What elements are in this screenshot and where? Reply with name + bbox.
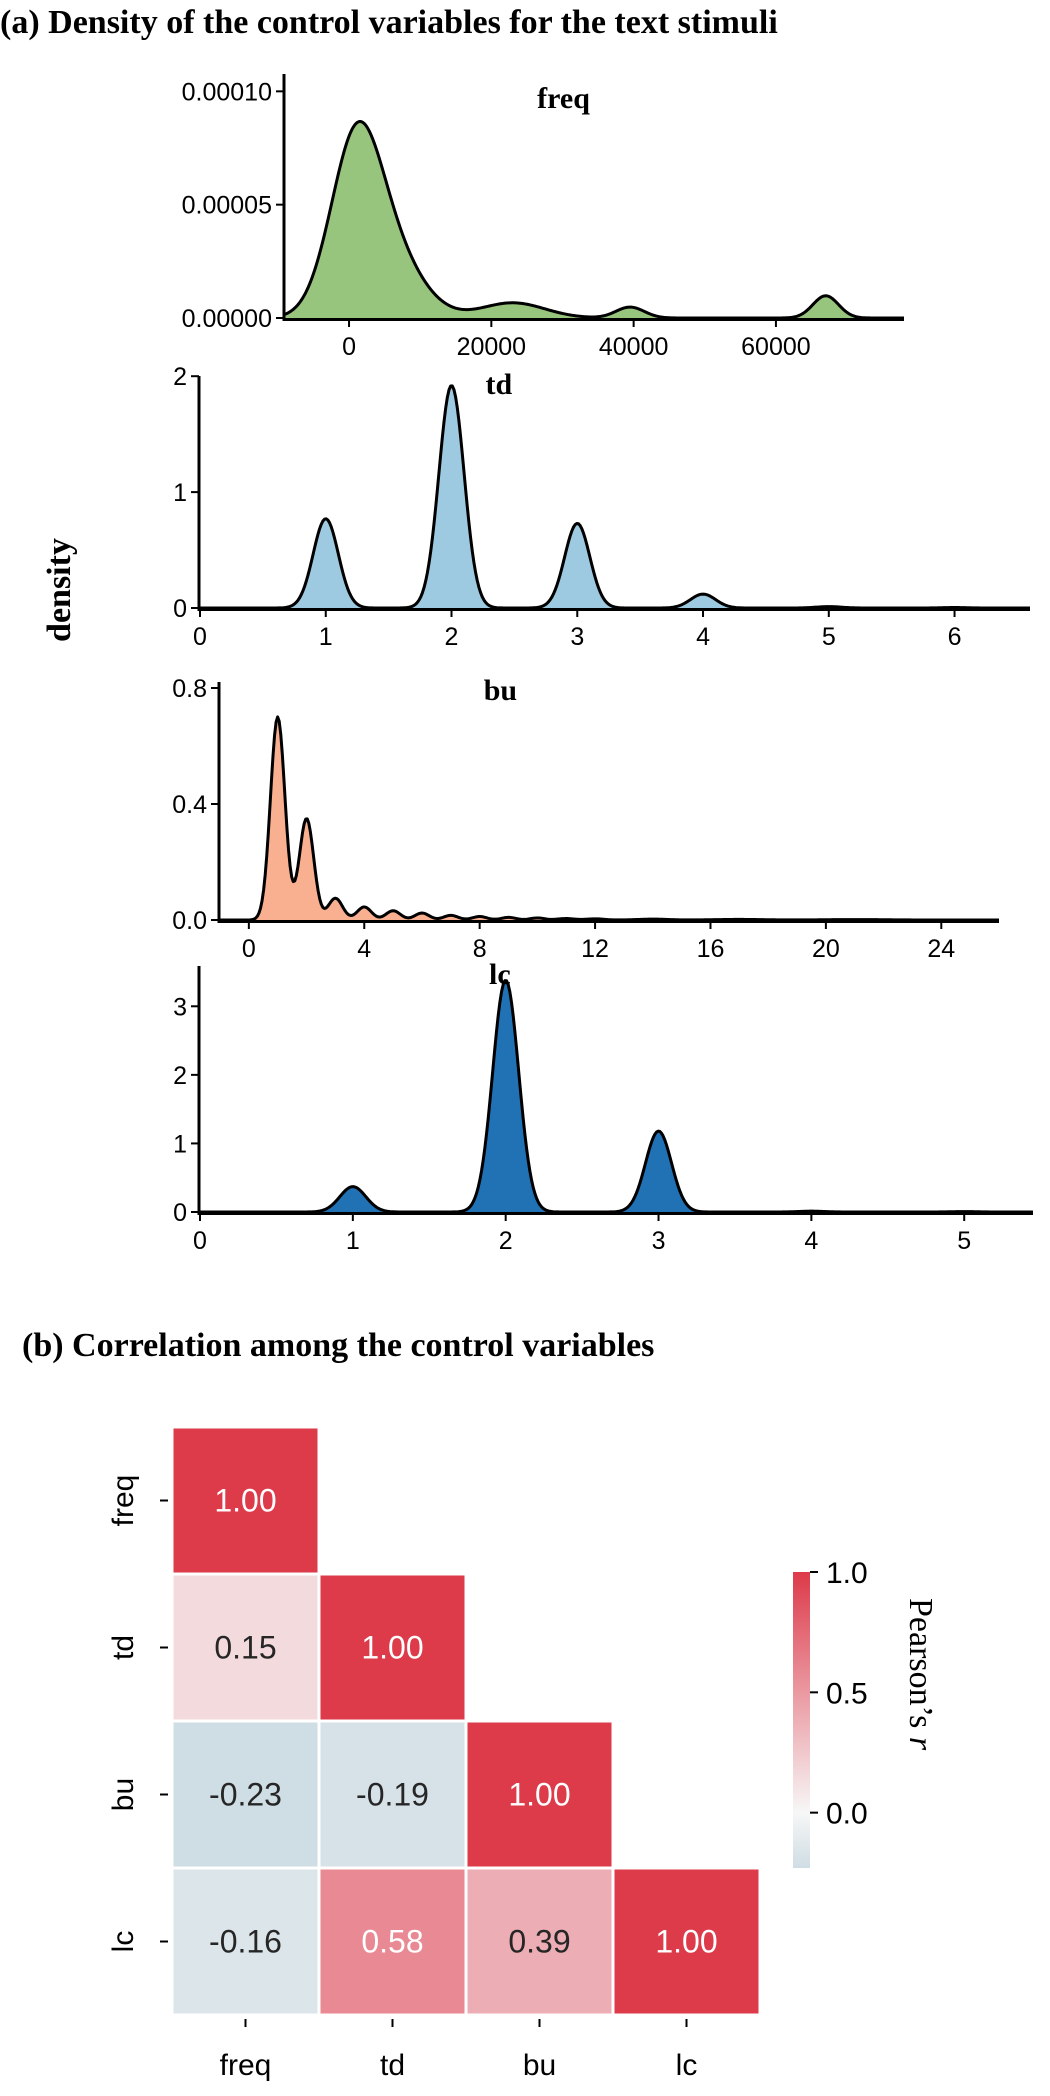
y-tick-label: 2 bbox=[173, 1062, 187, 1090]
x-tick-label: 6 bbox=[948, 623, 962, 651]
x-tick-label: 1 bbox=[346, 1227, 360, 1255]
x-tick-label: 2 bbox=[445, 623, 459, 651]
heatmap-y-tick-label: freq bbox=[107, 1475, 140, 1527]
x-tick-label: 16 bbox=[697, 935, 725, 963]
x-tick-label: 24 bbox=[927, 935, 955, 963]
y-tick-label: 0.00000 bbox=[182, 305, 272, 333]
correlation-heatmap: 1.00 0.15 1.00 -0.23 -0.19 1.00 -0.16 0.58 0.39 1… bbox=[107, 1425, 762, 2082]
x-tick-label: 60000 bbox=[741, 333, 811, 361]
x-tick-label: 8 bbox=[473, 935, 487, 963]
density-area-freq bbox=[285, 121, 904, 318]
x-tick-label: 0 bbox=[342, 333, 356, 361]
x-tick-label: 40000 bbox=[599, 333, 669, 361]
density-curve-bu bbox=[220, 715, 999, 922]
x-tick-label: 0 bbox=[242, 935, 256, 963]
colorbar-ticks: 1.0 0.5 0.0 bbox=[810, 1557, 868, 1831]
y-tick-label: 0.00010 bbox=[182, 78, 272, 106]
y-tick-label: 0.8 bbox=[172, 675, 207, 703]
density-panel-lc: 0 1 2 3 4 5 0 1 2 3 lc bbox=[173, 958, 1033, 1255]
x-tick-label: 3 bbox=[570, 623, 584, 651]
panel-title-td: td bbox=[485, 368, 512, 401]
heatmap-x-tick-label: freq bbox=[220, 2049, 272, 2082]
density-panel-freq: 0 20000 40000 60000 0.00000 0.00005 0.00010 fre… bbox=[182, 74, 905, 361]
heatmap-x-tick-label: lc bbox=[676, 2049, 698, 2082]
heatmap-cell-lc-lc bbox=[611, 1866, 762, 2017]
y-tick-label: 1 bbox=[173, 479, 187, 507]
x-tick-label: 20000 bbox=[457, 333, 527, 361]
colorbar-label-symbol: r bbox=[902, 1737, 939, 1751]
density-area-td bbox=[200, 385, 1030, 608]
x-tick-label: 2 bbox=[499, 1227, 513, 1255]
y-tick-label: 0 bbox=[173, 595, 187, 623]
colorbar-label-text: Pearson’s bbox=[902, 1598, 939, 1737]
x-tick-label: 4 bbox=[804, 1227, 818, 1255]
heatmap-cell-label: -0.23 bbox=[209, 1777, 282, 1813]
colorbar-tick-label: 0.5 bbox=[826, 1677, 868, 1710]
x-tick-label: 3 bbox=[652, 1227, 666, 1255]
x-tick-label: 4 bbox=[357, 935, 371, 963]
density-area-lc bbox=[200, 980, 1033, 1212]
heatmap-x-tick-label: bu bbox=[523, 2049, 556, 2082]
density-area-bu bbox=[220, 716, 999, 920]
heatmap-cell-lc-bu bbox=[464, 1866, 615, 2017]
panel-title-lc: lc bbox=[489, 958, 511, 991]
heatmap-cell-label: 1.00 bbox=[214, 1483, 276, 1519]
heatmap-cell-label: 1.00 bbox=[655, 1924, 717, 1960]
colorbar-gradient bbox=[793, 1572, 810, 1868]
panel-title-freq: freq bbox=[537, 82, 590, 115]
x-tick-label: 12 bbox=[581, 935, 609, 963]
heatmap-cell-label: -0.19 bbox=[356, 1777, 429, 1813]
y-tick-label: 2 bbox=[173, 363, 187, 391]
panel-title-bu: bu bbox=[484, 674, 517, 707]
panel-b-title: (b) Correlation among the control variab… bbox=[22, 1327, 654, 1364]
heatmap-cell-label: 0.58 bbox=[361, 1924, 423, 1960]
panel-a-title: (a) Density of the control variables for… bbox=[0, 4, 778, 41]
heatmap-cell-label: 0.15 bbox=[214, 1630, 276, 1666]
heatmap-cell-label: 1.00 bbox=[361, 1630, 423, 1666]
x-tick-label: 5 bbox=[822, 623, 836, 651]
heatmap-y-tick-label: bu bbox=[107, 1778, 140, 1811]
x-tick-label: 4 bbox=[696, 623, 710, 651]
density-curve-lc bbox=[200, 979, 1033, 1214]
colorbar-tick-label: 1.0 bbox=[826, 1557, 868, 1590]
colorbar: 1.0 0.5 0.0 Pearson’s r bbox=[793, 1557, 939, 1868]
x-tick-label: 0 bbox=[193, 623, 207, 651]
heatmap-y-tick-label: lc bbox=[107, 1931, 140, 1953]
heatmap-x-tick-label: td bbox=[380, 2049, 405, 2082]
density-panel-bu: 0 4 8 12 16 20 24 0.0 0.4 0.8 bu bbox=[172, 674, 999, 963]
x-tick-label: 1 bbox=[319, 623, 333, 651]
y-tick-label: 0 bbox=[173, 1199, 187, 1227]
colorbar-label: Pearson’s r bbox=[902, 1598, 939, 1751]
colorbar-tick-label: 0.0 bbox=[826, 1798, 868, 1831]
heatmap-y-tick-label: td bbox=[107, 1635, 140, 1660]
y-tick-label: 0.00005 bbox=[182, 192, 272, 220]
heatmap-cell-label: 1.00 bbox=[508, 1777, 570, 1813]
heatmap-cell-bu-freq bbox=[170, 1719, 321, 1870]
density-panel-td: 0 1 2 3 4 5 6 0 1 2 td bbox=[173, 363, 1030, 651]
x-tick-label: 20 bbox=[812, 935, 840, 963]
density-axis-label: density bbox=[41, 538, 78, 642]
x-tick-label: 0 bbox=[193, 1227, 207, 1255]
heatmap-cell-bu-bu bbox=[464, 1719, 615, 1870]
heatmap-cell-label: 0.39 bbox=[508, 1924, 570, 1960]
heatmap-cell-td-freq bbox=[170, 1572, 321, 1723]
heatmap-cell-lc-td bbox=[317, 1866, 468, 2017]
x-tick-label: 5 bbox=[957, 1227, 971, 1255]
y-tick-label: 0.4 bbox=[172, 791, 207, 819]
heatmap-cell-label: -0.16 bbox=[209, 1924, 282, 1960]
y-tick-label: 0.0 bbox=[172, 907, 207, 935]
heatmap-cell-freq-freq bbox=[170, 1425, 321, 1576]
y-tick-label: 1 bbox=[173, 1130, 187, 1158]
y-tick-label: 3 bbox=[173, 993, 187, 1021]
density-curve-freq bbox=[284, 120, 905, 320]
